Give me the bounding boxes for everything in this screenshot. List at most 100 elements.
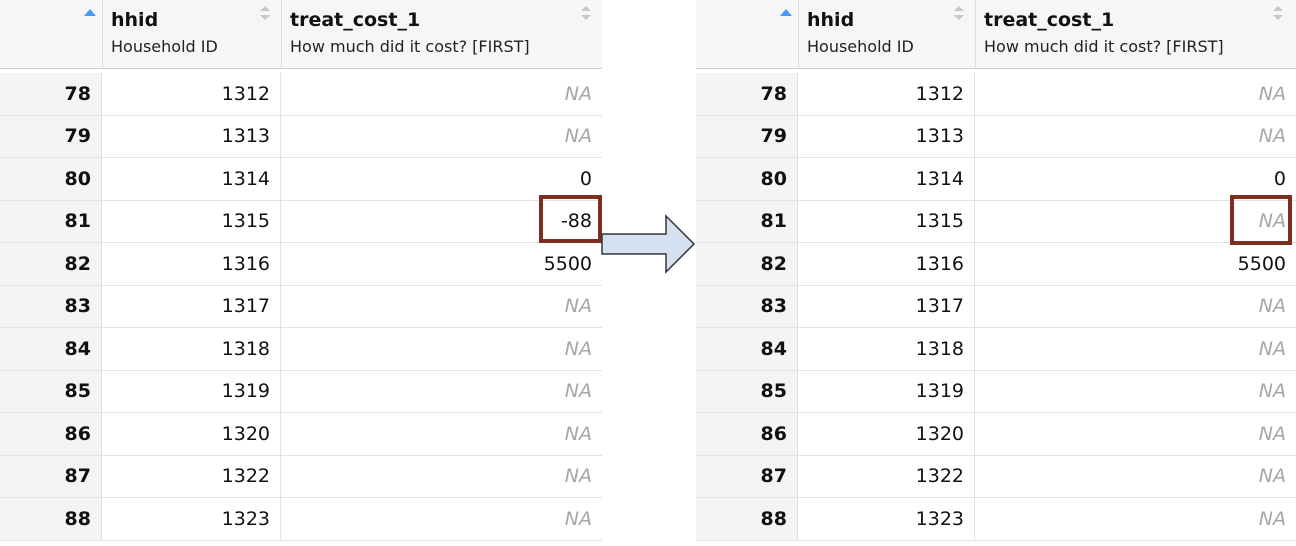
cell-hhid[interactable]: 1313 bbox=[798, 115, 975, 157]
column-label: How much did it cost? [FIRST] bbox=[984, 37, 1224, 56]
data-table-before: hhid Household ID treat_cost_1 How much … bbox=[0, 0, 602, 546]
row-number: 87 bbox=[696, 455, 798, 497]
cell-hhid[interactable]: 1314 bbox=[798, 158, 975, 200]
row-number: 85 bbox=[0, 370, 102, 412]
table-row: 79 1313 NA bbox=[696, 115, 1296, 158]
cell-hhid[interactable]: 1315 bbox=[798, 200, 975, 242]
row-number: 82 bbox=[696, 243, 798, 285]
column-name: treat_cost_1 bbox=[290, 9, 421, 31]
cell-treat-cost-1[interactable]: NA bbox=[564, 507, 592, 530]
column-label: How much did it cost? [FIRST] bbox=[290, 37, 530, 56]
column-name: hhid bbox=[111, 9, 159, 31]
cell-treat-cost-1[interactable]: NA bbox=[1258, 210, 1286, 233]
table-row: 79 1313 NA bbox=[0, 115, 602, 158]
cell-treat-cost-1[interactable]: NA bbox=[564, 125, 592, 148]
cell-treat-cost-1[interactable]: NA bbox=[1258, 422, 1286, 445]
table-header: hhid Household ID treat_cost_1 How much … bbox=[0, 0, 602, 69]
cell-hhid[interactable]: 1319 bbox=[102, 370, 281, 412]
cell-treat-cost-1[interactable]: NA bbox=[1258, 465, 1286, 488]
cell-hhid[interactable]: 1320 bbox=[102, 413, 281, 455]
sort-icon[interactable] bbox=[954, 6, 966, 24]
cell-hhid[interactable]: 1320 bbox=[798, 413, 975, 455]
cell-hhid[interactable]: 1317 bbox=[798, 285, 975, 327]
cell-hhid[interactable]: 1316 bbox=[102, 243, 281, 285]
sort-ascending-icon[interactable] bbox=[84, 9, 96, 16]
cell-treat-cost-1[interactable]: NA bbox=[1258, 125, 1286, 148]
cell-treat-cost-1[interactable]: NA bbox=[564, 295, 592, 318]
cell-hhid[interactable]: 1312 bbox=[102, 73, 281, 115]
table-row: 87 1322 NA bbox=[696, 455, 1296, 498]
cell-hhid[interactable]: 1319 bbox=[798, 370, 975, 412]
cell-treat-cost-1[interactable]: NA bbox=[1258, 380, 1286, 403]
row-number: 83 bbox=[696, 285, 798, 327]
table-body: 78 1312 NA 79 1313 NA 80 1314 0 81 1315 -88 82 1316 55… bbox=[0, 73, 602, 541]
cell-treat-cost-1[interactable]: NA bbox=[564, 82, 592, 105]
table-row: 87 1322 NA bbox=[0, 455, 602, 498]
column-header-hhid[interactable]: hhid Household ID bbox=[798, 0, 975, 68]
cell-hhid[interactable]: 1313 bbox=[102, 115, 281, 157]
cell-hhid[interactable]: 1314 bbox=[102, 158, 281, 200]
table-row: 80 1314 0 bbox=[0, 158, 602, 201]
cell-treat-cost-1[interactable]: -88 bbox=[560, 210, 592, 233]
row-number: 81 bbox=[696, 200, 798, 242]
cell-hhid[interactable]: 1316 bbox=[798, 243, 975, 285]
cell-treat-cost-1[interactable]: NA bbox=[1258, 295, 1286, 318]
row-number: 80 bbox=[0, 158, 102, 200]
table-row: 78 1312 NA bbox=[0, 73, 602, 116]
table-row: 78 1312 NA bbox=[696, 73, 1296, 116]
column-label: Household ID bbox=[807, 37, 914, 56]
highlight-box bbox=[1230, 195, 1292, 245]
column-header-treat-cost-1[interactable]: treat_cost_1 How much did it cost? [FIRS… bbox=[281, 0, 602, 68]
table-row: 84 1318 NA bbox=[696, 328, 1296, 371]
cell-hhid[interactable]: 1322 bbox=[798, 455, 975, 497]
table-row: 81 1315 NA bbox=[696, 200, 1296, 243]
cell-hhid[interactable]: 1312 bbox=[798, 73, 975, 115]
highlight-box bbox=[539, 195, 602, 243]
cell-treat-cost-1[interactable]: NA bbox=[564, 380, 592, 403]
row-number: 87 bbox=[0, 455, 102, 497]
sort-icon[interactable] bbox=[1273, 6, 1285, 24]
cell-hhid[interactable]: 1318 bbox=[798, 328, 975, 370]
sort-icon[interactable] bbox=[581, 6, 593, 24]
row-number: 83 bbox=[0, 285, 102, 327]
cell-hhid[interactable]: 1323 bbox=[798, 498, 975, 540]
column-header-hhid[interactable]: hhid Household ID bbox=[102, 0, 281, 68]
row-number: 85 bbox=[696, 370, 798, 412]
cell-treat-cost-1[interactable]: NA bbox=[564, 465, 592, 488]
rownum-header[interactable] bbox=[696, 0, 798, 68]
cell-treat-cost-1[interactable]: NA bbox=[1258, 82, 1286, 105]
cell-treat-cost-1[interactable]: 0 bbox=[579, 167, 592, 190]
cell-treat-cost-1[interactable]: 0 bbox=[1273, 167, 1286, 190]
cell-hhid[interactable]: 1317 bbox=[102, 285, 281, 327]
table-row: 82 1316 5500 bbox=[0, 243, 602, 286]
row-number: 86 bbox=[0, 413, 102, 455]
rownum-header[interactable] bbox=[0, 0, 102, 68]
column-header-treat-cost-1[interactable]: treat_cost_1 How much did it cost? [FIRS… bbox=[975, 0, 1296, 68]
sort-icon[interactable] bbox=[260, 6, 272, 24]
table-row: 81 1315 -88 bbox=[0, 200, 602, 243]
table-row: 85 1319 NA bbox=[696, 370, 1296, 413]
cell-treat-cost-1[interactable]: NA bbox=[564, 337, 592, 360]
row-number: 88 bbox=[696, 498, 798, 540]
cell-hhid[interactable]: 1322 bbox=[102, 455, 281, 497]
cell-treat-cost-1[interactable]: NA bbox=[1258, 337, 1286, 360]
column-label: Household ID bbox=[111, 37, 218, 56]
table-row: 83 1317 NA bbox=[696, 285, 1296, 328]
cell-treat-cost-1[interactable]: 5500 bbox=[1237, 252, 1286, 275]
row-number: 88 bbox=[0, 498, 102, 540]
row-number: 78 bbox=[696, 73, 798, 115]
table-row: 86 1320 NA bbox=[0, 413, 602, 456]
table-header: hhid Household ID treat_cost_1 How much … bbox=[696, 0, 1296, 69]
table-row: 86 1320 NA bbox=[696, 413, 1296, 456]
column-name: treat_cost_1 bbox=[984, 9, 1115, 31]
row-number: 86 bbox=[696, 413, 798, 455]
row-number: 81 bbox=[0, 200, 102, 242]
cell-hhid[interactable]: 1315 bbox=[102, 200, 281, 242]
cell-treat-cost-1[interactable]: NA bbox=[1258, 507, 1286, 530]
sort-ascending-icon[interactable] bbox=[780, 9, 792, 16]
cell-hhid[interactable]: 1323 bbox=[102, 498, 281, 540]
row-number: 84 bbox=[696, 328, 798, 370]
cell-treat-cost-1[interactable]: 5500 bbox=[543, 252, 592, 275]
cell-hhid[interactable]: 1318 bbox=[102, 328, 281, 370]
cell-treat-cost-1[interactable]: NA bbox=[564, 422, 592, 445]
